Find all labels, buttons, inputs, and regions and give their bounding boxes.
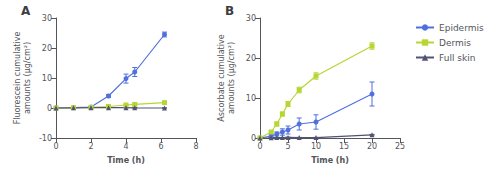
svg-text:6: 6 [158,142,163,151]
svg-text:Fluorescein cumulative: Fluorescein cumulative [13,32,22,125]
svg-text:B: B [225,4,234,18]
svg-text:4: 4 [123,142,128,151]
svg-text:0: 0 [257,142,262,151]
svg-text:Time (h): Time (h) [311,156,349,165]
svg-text:Ascorbate cumulative: Ascorbate cumulative [217,34,226,121]
svg-text:Full skin: Full skin [439,53,475,63]
svg-text:0: 0 [251,134,256,143]
svg-text:0: 0 [47,104,52,113]
svg-text:30: 30 [42,14,52,23]
svg-text:30: 30 [246,14,256,23]
svg-text:25: 25 [395,142,405,151]
svg-text:5: 5 [285,142,290,151]
svg-text:0: 0 [53,142,58,151]
svg-text:Epidermis: Epidermis [439,23,484,33]
svg-text:10: 10 [311,142,321,151]
svg-text:15: 15 [339,142,349,151]
svg-text:20: 20 [246,54,256,63]
svg-text:20: 20 [367,142,377,151]
svg-text:Time (h): Time (h) [107,156,145,165]
svg-text:2: 2 [88,142,93,151]
svg-text:-10: -10 [39,134,52,143]
svg-text:amounts (μg/cm²): amounts (μg/cm²) [227,42,236,114]
svg-text:8: 8 [193,142,198,151]
svg-text:amounts (μg/cm²): amounts (μg/cm²) [23,42,32,114]
svg-text:Dermis: Dermis [439,38,471,48]
svg-text:10: 10 [42,74,52,83]
svg-text:20: 20 [42,44,52,53]
svg-text:10: 10 [246,94,256,103]
svg-text:A: A [21,4,31,18]
